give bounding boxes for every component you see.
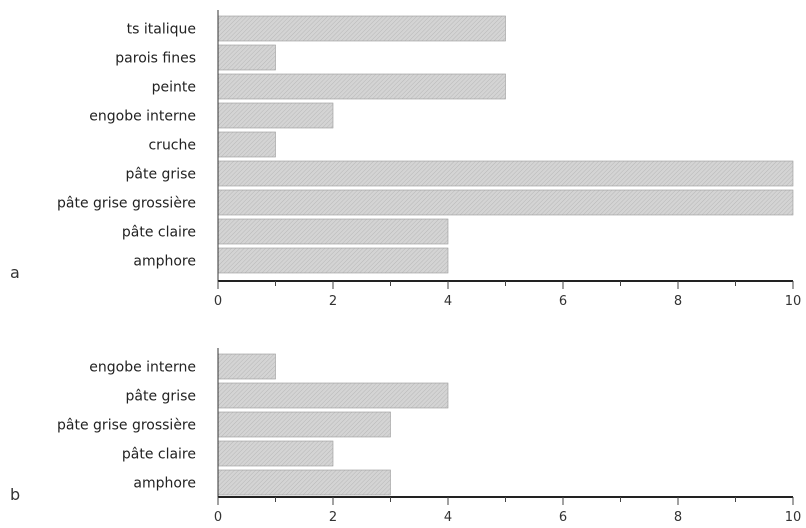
category-label: peinte [152, 80, 196, 96]
x-tick-label: 0 [214, 510, 222, 525]
x-tick-label: 4 [444, 294, 452, 309]
category-label: engobe interne [89, 360, 196, 376]
panel-label: a [10, 263, 20, 282]
panel-label: b [10, 485, 20, 504]
category-label: engobe interne [89, 109, 196, 125]
x-tick-label: 8 [674, 294, 682, 309]
chart-panel-a: ts italique parois fines peinte engobe inte… [10, 10, 801, 309]
bar [217, 353, 276, 380]
category-label: parois fines [115, 51, 196, 67]
category-label: pâte grise grossière [57, 418, 196, 434]
x-tick-label: 6 [559, 294, 567, 309]
category-label: amphore [133, 476, 196, 492]
category-label: ts italique [127, 22, 196, 38]
x-tick-label: 2 [329, 510, 337, 525]
bar [217, 131, 276, 158]
x-tick-label: 8 [674, 510, 682, 525]
category-label: amphore [133, 254, 196, 270]
bar [217, 440, 334, 467]
x-tick-label: 10 [785, 294, 802, 309]
x-tick-label: 0 [214, 294, 222, 309]
bar [217, 469, 391, 496]
bar [217, 218, 449, 245]
x-tick-label: 10 [785, 510, 802, 525]
bar [217, 160, 794, 187]
bar [217, 247, 449, 274]
category-label: pâte grise grossière [57, 196, 196, 212]
x-tick-label: 6 [559, 510, 567, 525]
bar [217, 411, 391, 438]
category-label: pâte claire [122, 225, 196, 241]
bar [217, 189, 794, 216]
bar [217, 102, 334, 129]
bar [217, 44, 276, 71]
x-tick-label: 2 [329, 294, 337, 309]
bar [217, 15, 506, 42]
chart-panel-b: engobe interne pâte grise pâte grise gross… [10, 348, 801, 525]
category-label: pâte claire [122, 447, 196, 463]
bar [217, 382, 449, 409]
category-label: pâte grise [126, 167, 196, 183]
category-label: pâte grise [126, 389, 196, 405]
bar [217, 73, 506, 100]
x-tick-label: 4 [444, 510, 452, 525]
category-label: cruche [148, 138, 196, 154]
